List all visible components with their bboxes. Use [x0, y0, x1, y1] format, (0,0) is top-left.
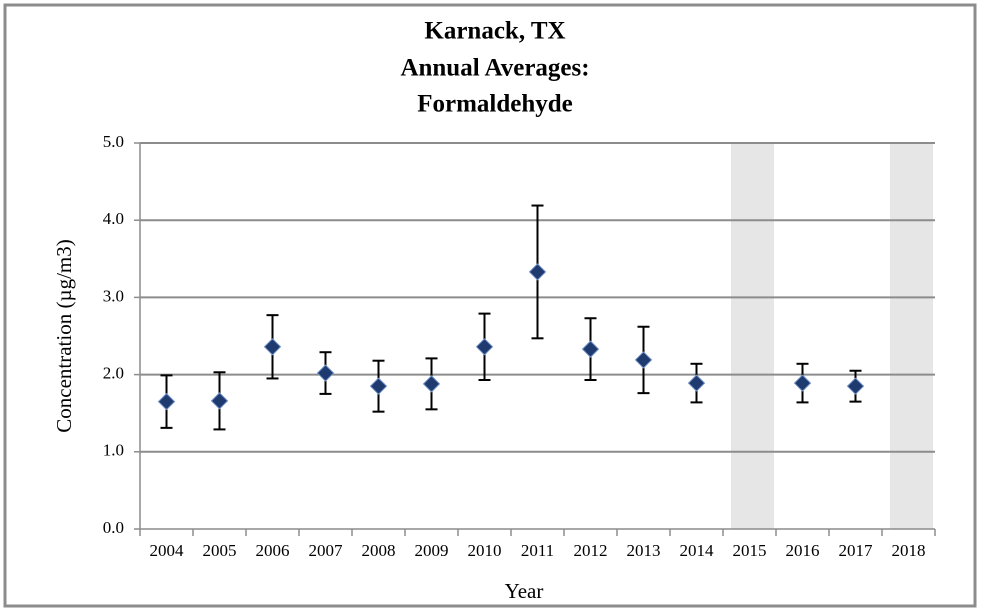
- x-tick-label: 2008: [362, 541, 396, 560]
- data-point: [263, 338, 282, 356]
- data-point: [634, 351, 653, 369]
- chart-title: Karnack, TX: [424, 18, 565, 45]
- x-tick-label: 2004: [150, 541, 185, 560]
- x-tick-label: 2006: [256, 541, 290, 560]
- x-tick-label: 2014: [680, 541, 715, 560]
- data-point: [528, 263, 547, 281]
- x-tick-label: 2017: [839, 541, 874, 560]
- data-point: [157, 392, 176, 411]
- data-point: [581, 340, 600, 358]
- y-tick-label: 1.0: [103, 441, 124, 460]
- data-point: [687, 374, 706, 392]
- data-point: [316, 364, 335, 382]
- x-tick-label: 2015: [733, 541, 767, 560]
- x-tick-label: 2009: [415, 541, 449, 560]
- y-tick-label: 3.0: [103, 286, 124, 305]
- x-tick-label: 2011: [521, 541, 554, 560]
- no-data-shade: [731, 143, 774, 529]
- y-tick-label: 0.0: [103, 518, 124, 537]
- data-point: [210, 392, 229, 410]
- y-tick-label: 2.0: [103, 364, 124, 383]
- chart-title: Annual Averages:: [400, 55, 589, 82]
- x-tick-label: 2007: [309, 541, 344, 560]
- x-tick-label: 2013: [627, 541, 661, 560]
- y-tick-label: 4.0: [103, 209, 124, 228]
- data-point: [846, 377, 865, 395]
- x-tick-label: 2018: [892, 541, 926, 560]
- no-data-shade: [890, 143, 933, 529]
- x-axis-title: Year: [505, 579, 544, 603]
- y-axis-title: Concentration (µg/m3): [52, 239, 76, 432]
- y-tick-label: 5.0: [103, 132, 124, 151]
- x-tick-label: 2016: [786, 541, 820, 560]
- chart-title: Formaldehyde: [417, 91, 573, 118]
- chart-border: [3, 3, 977, 608]
- x-tick-label: 2012: [574, 541, 608, 560]
- data-point: [793, 374, 812, 392]
- x-tick-label: 2010: [468, 541, 502, 560]
- x-tick-label: 2005: [203, 541, 237, 560]
- data-point: [475, 338, 494, 356]
- data-point: [369, 377, 388, 395]
- data-point: [422, 375, 441, 393]
